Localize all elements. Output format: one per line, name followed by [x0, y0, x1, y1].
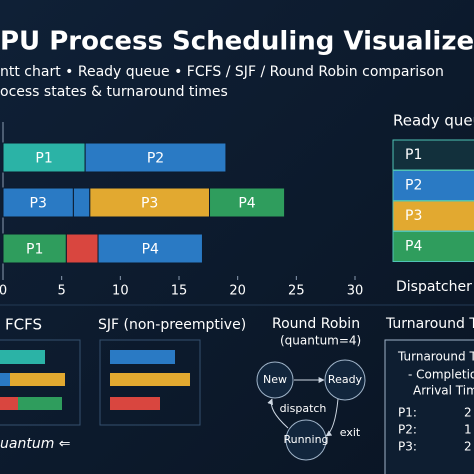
title: PU Process Scheduling Visualizer — [0, 27, 474, 57]
segment-label: P4 — [238, 196, 255, 212]
queue-slot — [392, 200, 474, 232]
panel — [0, 339, 81, 426]
gantt-segment — [65, 233, 99, 264]
mini-bar — [0, 350, 45, 364]
x-tick-label: 15 — [171, 284, 188, 299]
state-node — [256, 361, 294, 399]
state-label: New — [263, 373, 287, 386]
edge-label: dispatch — [280, 402, 327, 415]
gantt-segment — [2, 142, 86, 173]
gantt-segment — [2, 187, 74, 218]
gantt-segment — [72, 187, 91, 218]
gantt-segment — [84, 142, 227, 173]
edge-label: exit — [340, 426, 361, 439]
segment-label: P4 — [142, 242, 159, 258]
tat-value: 2 — [464, 440, 472, 454]
tat-label: P2: — [398, 423, 417, 437]
mini-bar — [110, 350, 175, 364]
section-title: SJF (non-preemptive) — [98, 317, 246, 333]
mini-bar — [0, 397, 18, 410]
arrow — [325, 398, 339, 437]
footer-text: uantum ⇐ — [0, 436, 71, 452]
segment-label: P3 — [30, 196, 47, 212]
formula: Arrival Tim — [413, 384, 474, 398]
ready-queue: P1 P2 P3 P4 — [392, 139, 474, 262]
mini-bar — [110, 397, 160, 410]
mini-bar — [110, 373, 190, 386]
gantt-segment — [97, 233, 203, 264]
section-subtitle: (quantum=4) — [280, 334, 361, 348]
queue-title: Ready queue — [393, 112, 474, 130]
x-tick-label: 30 — [347, 284, 364, 299]
x-tick-label: 25 — [288, 284, 305, 299]
tat-value: 1 — [464, 423, 472, 437]
tat-label: P1: — [398, 406, 417, 420]
turnaround-list: P1: 2 P2: 1 P3: 2 — [398, 406, 472, 454]
x-tick-label: 5 — [58, 284, 66, 299]
segment-label: P3 — [141, 196, 158, 212]
formula: Turnaround Ti — [397, 350, 474, 364]
queue-label: P2 — [405, 178, 422, 194]
gantt-segment — [89, 187, 211, 218]
queue-label: P4 — [405, 239, 422, 255]
segment-label: P1 — [26, 242, 43, 258]
tat-value: 2 — [464, 406, 472, 420]
queue-label: P3 — [405, 208, 422, 224]
arrow — [267, 398, 289, 429]
state-label: Running — [283, 433, 328, 446]
section-title: FCFS — [5, 316, 42, 334]
mini-bar — [10, 373, 65, 386]
x-tick-label: 10 — [112, 284, 129, 299]
section-title: Turnaround T — [385, 316, 474, 332]
segment-label: P2 — [147, 151, 164, 167]
x-tick-label: 20 — [229, 284, 246, 299]
panel — [99, 339, 201, 426]
queue-slot — [392, 139, 474, 171]
state-node — [285, 419, 327, 461]
formula: - Completion — [408, 368, 474, 382]
gantt-segment — [2, 233, 67, 264]
queue-slot — [392, 231, 474, 262]
gantt-segment — [209, 187, 286, 218]
mini-bar — [0, 373, 10, 386]
segment-label: P1 — [35, 151, 52, 167]
gantt-chart: 0 5 10 15 20 25 30 P1 P2 P3 P3 P4 P1 P4 — [0, 122, 363, 299]
tat-label: P3: — [398, 440, 417, 454]
dispatcher: Dispatcher - — [396, 279, 474, 295]
mini-bar — [18, 397, 62, 410]
state-node — [324, 359, 366, 401]
state-label: Ready — [328, 373, 363, 386]
x-tick-label: 0 — [0, 284, 7, 299]
subtitle: ntt chart • Ready queue • FCFS / SJF / R… — [0, 64, 444, 80]
turnaround-box — [384, 339, 474, 474]
section-title: Round Robin — [272, 316, 360, 332]
subtitle: ocess states & turnaround times — [0, 84, 228, 100]
queue-label: P1 — [405, 147, 422, 163]
